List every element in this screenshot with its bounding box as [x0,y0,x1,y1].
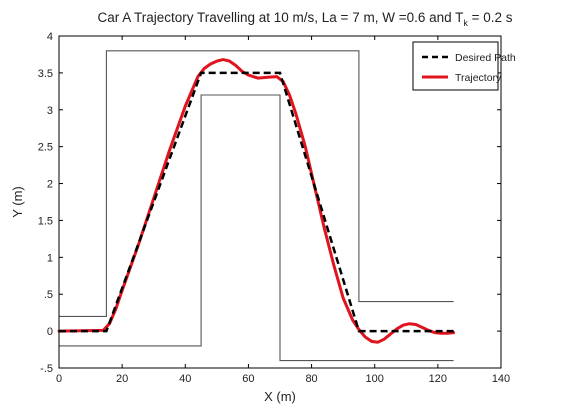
series-line-trajectory [57,58,456,344]
y-tick-label: 3 [47,105,53,117]
x-axis-label: X (m) [264,389,296,404]
chart-title-suffix: = 0.2 s [468,10,513,25]
chart-title: Car A Trajectory Travelling at 10 m/s, L… [97,10,512,28]
y-tick-label: 0 [47,326,53,338]
x-tick-label: 40 [179,373,191,385]
ticks-layer: 0 20 40 60 80 100 120 140-.50.511.522.533.54 [38,31,510,385]
legend-box [412,41,499,91]
x-tick-label: 0 [56,373,62,385]
upper-boundary-line [59,50,454,317]
x-tick-label: 100 [366,373,384,385]
chart-title-subscript: k [463,18,468,28]
y-tick-label: -.5 [40,363,53,375]
y-tick-label: 1 [47,252,53,264]
y-tick-label: 2 [47,179,53,191]
legend: Desired Path Trajectory [412,41,516,91]
y-tick-label: .5 [44,289,53,301]
y-tick-label: 2.5 [38,142,53,154]
x-tick-label: 120 [429,373,447,385]
x-tick-label: 60 [242,373,254,385]
x-tick-label: 80 [305,373,317,385]
legend-label-trajectory: Trajectory [455,72,502,84]
plot-frame [58,35,502,369]
boundaries-layer [59,50,454,362]
lower-boundary-line [59,94,454,362]
chart-title-main: Car A Trajectory Travelling at 10 m/s, L… [97,10,463,25]
x-tick-label: 20 [116,373,128,385]
y-tick-label: 1.5 [38,215,53,227]
x-tick-label: 140 [492,373,510,385]
y-tick-label: 3.5 [38,68,53,80]
series-layer [57,58,456,344]
y-axis-label: Y (m) [10,186,25,218]
series-line-desired-path [59,71,454,333]
y-tick-label: 4 [47,31,53,43]
legend-label-desired-path: Desired Path [455,52,516,64]
